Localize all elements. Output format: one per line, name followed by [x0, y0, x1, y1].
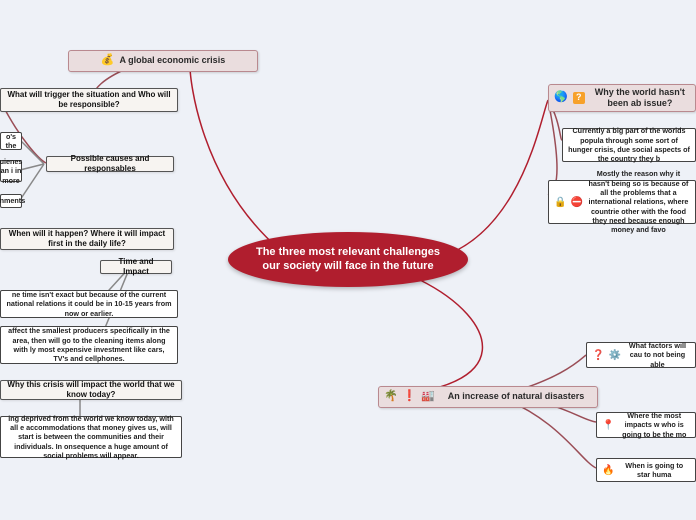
sub-trigger[interactable]: What will trigger the situation and Who … — [0, 88, 178, 112]
mindmap-canvas: The three most relevant challenges our s… — [0, 0, 696, 520]
leaf-when-disaster[interactable]: 🔥 When is going to star huma — [596, 458, 696, 482]
leaf-reason[interactable]: 🔒 ⛔ Mostly the reason why it hasn't bein… — [548, 180, 696, 224]
factory-icon: 🏭 — [421, 390, 435, 404]
branch-label: Why the world hasn't been ab issue? — [590, 87, 690, 110]
center-label: The three most relevant challenges our s… — [250, 246, 446, 274]
leaf-responsible[interactable]: o's the — [0, 132, 22, 150]
branch-economic-crisis[interactable]: 💰 A global economic crisis — [68, 50, 258, 72]
sub-label: Possible causes and responsables — [52, 154, 168, 174]
sub-time-impact[interactable]: Time and Impact — [100, 260, 172, 274]
center-topic[interactable]: The three most relevant challenges our s… — [228, 232, 468, 287]
leaf-hunger[interactable]: Currently a big part of the worlds popul… — [562, 128, 696, 162]
leaf-label: What factors will cau to not being able — [625, 341, 690, 369]
leaf-cause2[interactable]: uienes an i in more — [0, 160, 22, 182]
sub-why-crisis[interactable]: Why this crisis will impact the world th… — [0, 380, 182, 400]
leaf-label: affect the smallest producers specifical… — [6, 326, 172, 363]
leaf-label: ing deprived from the world we know toda… — [6, 414, 176, 461]
leaf-label: uienes an i in more — [0, 157, 22, 185]
sub-label: What will trigger the situation and Who … — [6, 90, 172, 110]
branch-disasters[interactable]: 🌴 ❗ 🏭 An increase of natural disasters — [378, 386, 598, 408]
sub-label: When will it happen? Where it will impac… — [6, 229, 168, 249]
lock-icon: 🔒 — [554, 196, 566, 209]
branch-label: An increase of natural disasters — [440, 391, 592, 402]
leaf-label: o's the — [6, 132, 17, 151]
sub-causes[interactable]: Possible causes and responsables — [46, 156, 174, 172]
warning-icon: ❗ — [403, 390, 417, 404]
leaf-label: Where the most impacts w who is going to… — [618, 411, 690, 439]
sub-when[interactable]: When will it happen? Where it will impac… — [0, 228, 174, 250]
leaf-impact[interactable]: affect the smallest producers specifical… — [0, 326, 178, 364]
leaf-label: rnments — [0, 196, 25, 205]
sub-label: Time and Impact — [106, 257, 166, 277]
palm-icon: 🌴 — [384, 390, 398, 404]
pin-icon: 📍 — [602, 419, 614, 432]
stop-icon: ⛔ — [570, 196, 582, 209]
fire-icon: 🔥 — [602, 464, 614, 477]
branch-label: A global economic crisis — [120, 55, 226, 66]
leaf-deprived[interactable]: ing deprived from the world we know toda… — [0, 416, 182, 458]
branch-world-issue[interactable]: 🌎 ? Why the world hasn't been ab issue? — [548, 84, 696, 112]
gear-icon: ⚙️ — [608, 349, 620, 362]
question-icon: ? — [573, 92, 585, 104]
leaf-label: When is going to star huma — [618, 461, 690, 480]
leaf-label: Currently a big part of the worlds popul… — [568, 126, 690, 163]
leaf-label: Mostly the reason why it hasn't being so… — [587, 169, 690, 235]
leaf-where[interactable]: 📍 Where the most impacts w who is going … — [596, 412, 696, 438]
globe-icon: 🌎 — [554, 91, 568, 105]
leaf-time[interactable]: ne time isn't exact but because of the c… — [0, 290, 178, 318]
sub-label: Why this crisis will impact the world th… — [6, 380, 176, 400]
q-icon: ❓ — [592, 349, 604, 362]
money-icon: 💰 — [101, 54, 115, 68]
leaf-label: ne time isn't exact but because of the c… — [6, 290, 172, 318]
leaf-factors[interactable]: ❓ ⚙️ What factors will cau to not being … — [586, 342, 696, 368]
leaf-governments[interactable]: rnments — [0, 194, 22, 208]
